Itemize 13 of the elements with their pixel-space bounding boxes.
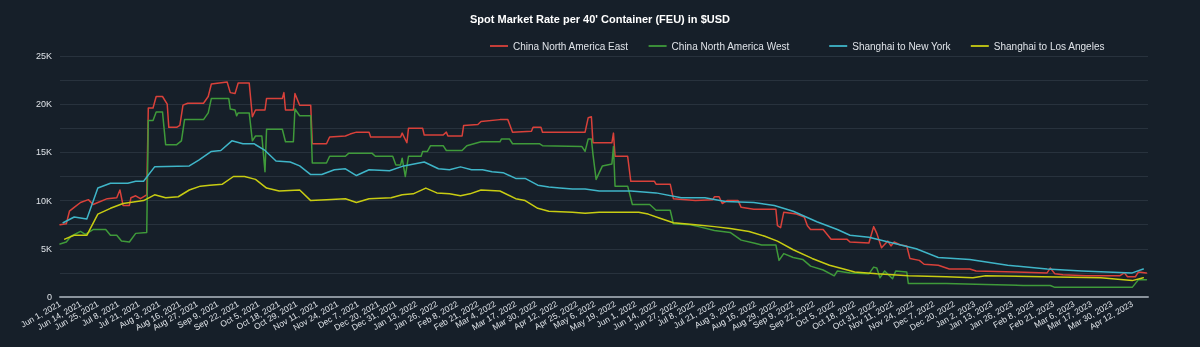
y-tick-label: 15K xyxy=(35,147,52,158)
legend-label: China North America West xyxy=(671,40,790,52)
legend-label: China North America East xyxy=(513,40,629,52)
legend-label: Shanghai to New York xyxy=(852,40,952,52)
line-series xyxy=(63,175,1145,282)
y-tick-label: 20K xyxy=(35,99,52,110)
line-series xyxy=(62,140,1145,274)
y-tick-label: 5K xyxy=(40,243,52,254)
y-tick-label: 25K xyxy=(35,51,52,61)
y-tick-label: 0 xyxy=(46,292,52,302)
y-tick-label: 10K xyxy=(35,195,52,206)
legend-label: Shanghai to Los Angeles xyxy=(993,40,1105,52)
chart-title: Spot Market Rate per 40' Container (FEU) in $USD xyxy=(470,12,731,25)
